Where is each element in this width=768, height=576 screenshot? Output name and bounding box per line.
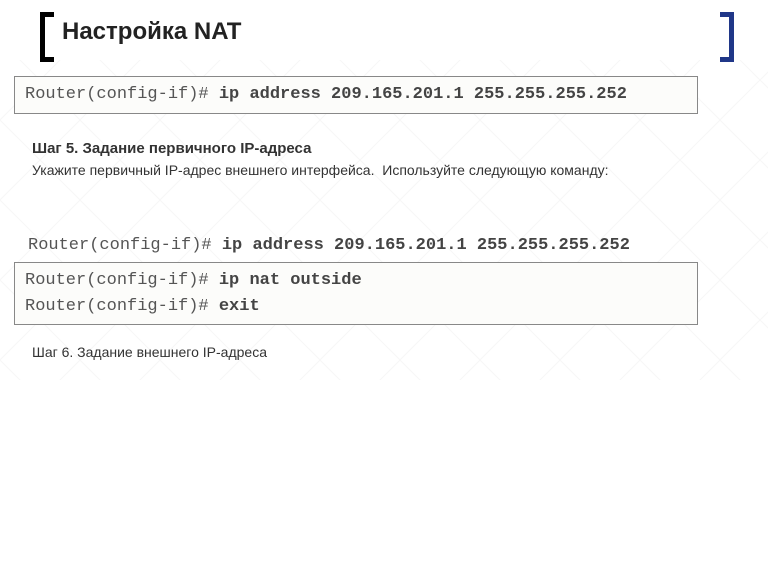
code-line: Router(config-if)# exit [25,294,687,320]
code-command: exit [219,297,260,316]
code-command: ip address 209.165.201.1 255.255.255.252 [222,236,630,255]
step5-description: Укажите первичный IP-адрес внешнего инте… [32,162,728,178]
step5-heading: Шаг 5. Задание первичного IP-адреса [32,140,311,157]
code-prompt: Router(config-if)# [25,85,209,104]
bracket-right [720,12,734,62]
code-box-1: Router(config-if)# ip address 209.165.20… [14,76,698,114]
code-command: ip nat outside [219,271,362,290]
code-prompt: Router(config-if)# [25,297,209,316]
code-free-line: Router(config-if)# ip address 209.165.20… [28,236,630,255]
step6-heading: Шаг 6. Задание внешнего IP-адреса [32,344,267,360]
code-line: Router(config-if)# ip nat outside [25,268,687,294]
title-row: Настройка NAT [40,12,734,62]
code-box-2: Router(config-if)# ip nat outside Router… [14,262,698,325]
code-command: ip address 209.165.201.1 255.255.255.252 [219,85,627,104]
code-prompt: Router(config-if)# [25,271,209,290]
bracket-left [40,12,54,62]
code-prompt: Router(config-if)# [28,236,212,255]
code-line: Router(config-if)# ip address 209.165.20… [25,82,687,108]
page-title: Настройка NAT [62,18,241,46]
